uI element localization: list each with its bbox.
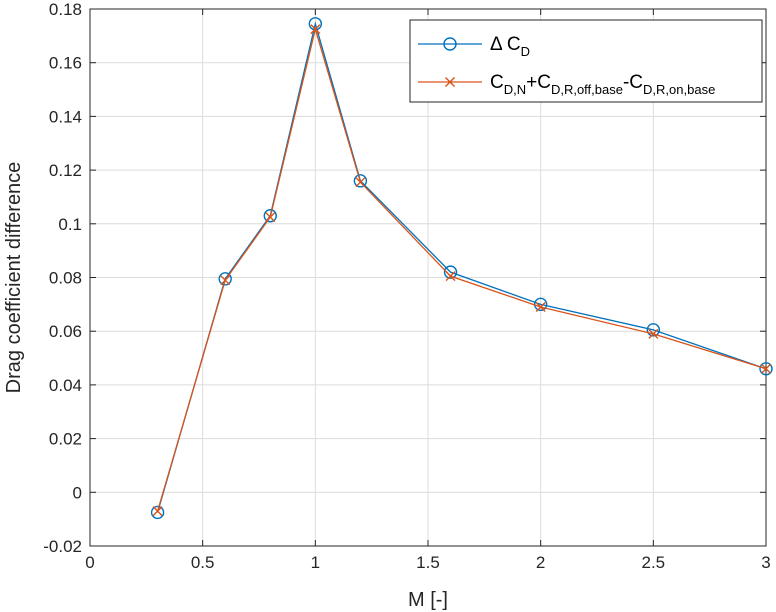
series-2-point	[535, 302, 546, 313]
y-tick-label: 0.08	[49, 269, 82, 288]
x-tick-label: 0	[85, 553, 94, 572]
legend-box	[409, 19, 763, 103]
y-tick-label: 0.04	[49, 376, 82, 395]
y-tick-label: 0.18	[49, 0, 82, 19]
y-tick-label: -0.02	[43, 537, 82, 556]
y-tick-label: 0.02	[49, 430, 82, 449]
legend-label-main: C	[490, 72, 504, 93]
legend-label-subscript: D,R,off,base	[551, 82, 623, 97]
x-marker-stroke	[648, 328, 659, 339]
series-2-point	[761, 363, 771, 374]
tick-labels: 0 0.5 1 1.5 2 2.5 3-0.0200.020.040.060.080.10.…	[43, 0, 770, 572]
x-tick-label: 1	[311, 553, 320, 572]
legend-swatch-marker	[443, 37, 457, 51]
series-2-point	[220, 275, 231, 286]
legend-label-main: Δ C	[490, 34, 521, 55]
legend-label-main: -C	[623, 72, 643, 93]
x-tick-label: 1.5	[416, 553, 440, 572]
series-1-point	[263, 209, 277, 223]
x-tick-label: 2.5	[642, 553, 666, 572]
x-marker-stroke	[445, 77, 455, 87]
x-marker-stroke	[265, 212, 276, 223]
legend-label-subscript: D	[521, 44, 530, 59]
x-marker-stroke	[310, 24, 321, 35]
x-axis-label: M [-]	[408, 589, 448, 611]
series-2-point	[648, 328, 659, 339]
series-1-point	[759, 362, 773, 376]
x-tick-label: 0.5	[191, 553, 215, 572]
series-2-point	[152, 506, 163, 517]
series-1-point	[150, 505, 165, 520]
y-tick-label: 0	[73, 483, 82, 502]
y-tick-label: 0.16	[49, 54, 82, 73]
series-2-point	[310, 24, 321, 35]
y-axis-label: Drag coefficient difference	[3, 162, 25, 394]
series-2-point	[355, 177, 366, 188]
axes	[89, 8, 767, 547]
x-marker-stroke	[535, 302, 546, 313]
series-2-point	[265, 212, 276, 223]
y-tick-label: 0.1	[58, 215, 82, 234]
y-tick-label: 0.06	[49, 322, 82, 341]
legend-label: CD,N+CD,R,off,base-CD,R,on,base	[490, 72, 715, 97]
x-marker-stroke	[220, 275, 231, 286]
series-1-point	[218, 272, 232, 286]
x-marker-stroke	[355, 177, 366, 188]
legend-label-main: +C	[526, 72, 551, 93]
y-tick-label: 0.14	[49, 107, 82, 126]
series-2-point	[445, 271, 456, 282]
series-layer	[150, 17, 773, 520]
series-1-point	[353, 174, 368, 188]
legend-entry-1: Δ CD	[418, 34, 530, 59]
series-1-point	[646, 323, 661, 337]
legend-label: Δ CD	[490, 34, 530, 59]
legend-swatch-marker	[445, 77, 455, 87]
legend-entry-2: CD,N+CD,R,off,base-CD,R,on,base	[418, 72, 715, 97]
x-marker-stroke	[761, 363, 771, 374]
x-marker-stroke	[152, 506, 163, 517]
x-marker-stroke	[445, 271, 456, 282]
series-1-point	[443, 265, 458, 279]
legend-label-subscript: D,N	[504, 82, 526, 97]
x-tick-label: 2	[536, 553, 545, 572]
legend-label-subscript: D,R,on,base	[643, 82, 715, 97]
legend: Δ CD CD,N+CD,R,off,base-CD,R,on,base	[409, 19, 763, 103]
y-tick-label: 0.12	[49, 161, 82, 180]
x-tick-label: 3	[761, 553, 770, 572]
series-2	[152, 24, 771, 517]
